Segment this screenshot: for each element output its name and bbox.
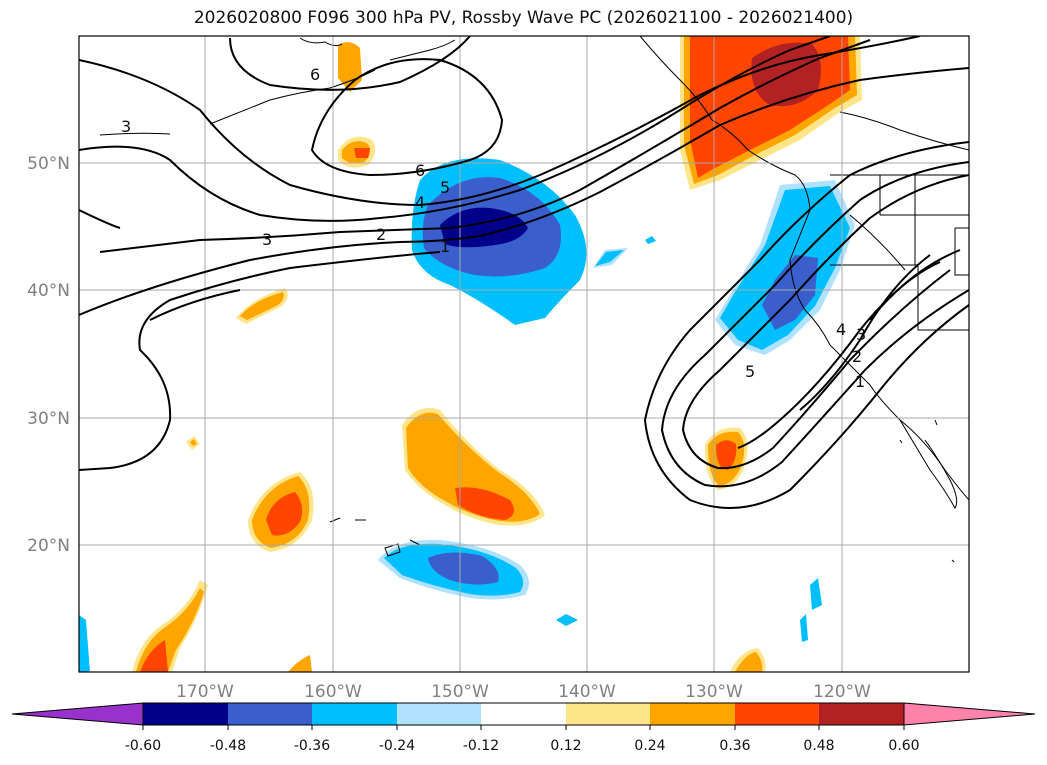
colorbar-segment: [650, 703, 735, 725]
latitude-labels: 50°N 40°N 30°N 20°N: [27, 154, 70, 556]
contour-label: 1: [440, 237, 450, 256]
gridlines: [79, 36, 969, 672]
contour-labels: 6 3 6 5 4 3 2 1 4 3 5 2 1: [121, 65, 866, 391]
colorbar-tick-label: -0.36: [294, 738, 330, 754]
contour-label: 4: [836, 320, 846, 339]
longitude-labels: 170°W 160°W 150°W 140°W 130°W 120°W: [176, 682, 871, 702]
contour-label: 6: [310, 65, 320, 84]
negative-region-hawaii: [79, 539, 822, 672]
contour-label: 4: [415, 193, 425, 212]
colorbar-segment: [397, 703, 481, 725]
colorbar-segment: [312, 703, 397, 725]
contour-label: 3: [262, 230, 272, 249]
positive-region-subtropical-2: [248, 472, 314, 552]
contour-label: 1: [855, 372, 865, 391]
lon-label-140w: 140°W: [558, 682, 616, 702]
lat-label-30n: 30°N: [27, 409, 70, 429]
colorbar-tick-label: -0.48: [210, 738, 246, 754]
colorbar-tick-marks: [142, 725, 905, 730]
lon-label-120w: 120°W: [813, 682, 871, 702]
lat-label-40n: 40°N: [27, 281, 70, 301]
map-panel: 6 3 6 5 4 3 2 1 4 3 5 2 1: [79, 36, 969, 672]
colorbar-extend-high: [903, 702, 1036, 726]
colorbar-frame: [142, 702, 905, 726]
lon-label-130w: 130°W: [685, 682, 743, 702]
colorbar-segment: [819, 703, 904, 725]
contour-label: 3: [856, 325, 866, 344]
colorbar: -0.60 -0.48 -0.36 -0.24 -0.12 0.12 0.24 …: [11, 702, 1036, 754]
colorbar-tick-labels: -0.60 -0.48 -0.36 -0.24 -0.12 0.12 0.24 …: [125, 738, 920, 754]
lon-label-170w: 170°W: [176, 682, 234, 702]
colorbar-tick-label: 0.24: [634, 738, 665, 754]
lon-label-150w: 150°W: [431, 682, 489, 702]
positive-region-tropics: [132, 436, 766, 672]
colorbar-tick-label: 0.48: [803, 738, 834, 754]
positive-region-gulf-of-alaska: [680, 36, 862, 190]
colorbar-extend-low: [11, 702, 144, 726]
map-frame: [78, 35, 970, 673]
lat-label-20n: 20°N: [27, 536, 70, 556]
lon-label-160w: 160°W: [304, 682, 362, 702]
lat-label-50n: 50°N: [27, 154, 70, 174]
colorbar-segment: [228, 703, 312, 725]
contour-label: 5: [745, 362, 755, 381]
colorbar-segment: [481, 703, 566, 725]
colorbar-segment: [566, 703, 650, 725]
positive-region-subtropical-3: [704, 427, 748, 490]
contour-label: 2: [852, 347, 862, 366]
colorbar-segment: [143, 703, 228, 725]
pv-contours: [79, 36, 969, 509]
colorbar-segment: [735, 703, 819, 725]
coastlines: [99, 36, 969, 672]
contour-label: 2: [376, 225, 386, 244]
colorbar-tick-label: 0.12: [550, 738, 581, 754]
contour-label: 3: [121, 117, 131, 136]
colorbar-tick-label: -0.12: [463, 738, 499, 754]
positive-region-west-pacific: [236, 288, 288, 324]
map-title: 2026020800 F096 300 hPa PV, Rossby Wave …: [193, 8, 854, 28]
contour-label: 5: [440, 178, 450, 197]
positive-region-subtropical-1: [402, 407, 545, 526]
colorbar-tick-label: 0.60: [888, 738, 919, 754]
colorbar-tick-label: -0.24: [379, 738, 415, 754]
colorbar-tick-label: -0.60: [125, 738, 161, 754]
colorbar-tick-label: 0.36: [719, 738, 750, 754]
contour-label: 6: [415, 161, 425, 180]
